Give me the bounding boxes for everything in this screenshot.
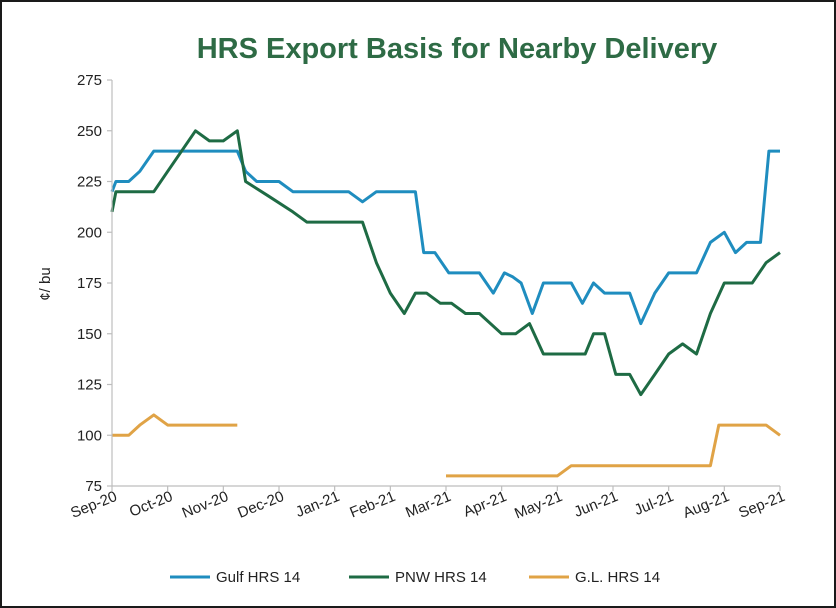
x-tick-label: Jun-21 — [572, 488, 621, 521]
x-tick-label: Jan-21 — [293, 488, 342, 521]
plot-area — [110, 129, 781, 478]
x-tick-label: May-21 — [512, 488, 565, 523]
x-tick-label: Dec-20 — [235, 488, 286, 522]
x-tick-label: Apr-21 — [461, 488, 509, 521]
x-tick-label: Aug-21 — [681, 488, 732, 522]
y-tick-label: 150 — [77, 326, 102, 343]
y-tick-label: 225 — [77, 174, 102, 191]
y-tick-label: 200 — [77, 224, 102, 241]
y-tick-label: 175 — [77, 275, 102, 292]
chart-title: HRS Export Basis for Nearby Delivery — [197, 33, 718, 65]
y-axis-label: ¢/ bu — [37, 267, 54, 300]
x-tick-label: Feb-21 — [347, 488, 397, 522]
x-tick-label: Oct-20 — [127, 488, 175, 521]
legend-label: PNW HRS 14 — [395, 569, 487, 586]
y-tick-label: 125 — [77, 377, 102, 394]
x-tick-label: Jul-21 — [632, 488, 676, 519]
y-tick-label: 275 — [77, 72, 102, 89]
x-tick-label: Nov-20 — [180, 488, 231, 522]
legend-label: Gulf HRS 14 — [216, 569, 300, 586]
series-line-g-l-hrs-14 — [112, 413, 238, 437]
legend: Gulf HRS 14 PNW HRS 14 G.L. HRS 14 — [170, 569, 660, 586]
x-tick-label: Sep-21 — [736, 488, 787, 522]
y-tick-label: 100 — [77, 427, 102, 444]
series-line-pnw-hrs-14 — [110, 129, 781, 397]
y-tick-label: 75 — [85, 478, 102, 495]
legend-label: G.L. HRS 14 — [575, 569, 660, 586]
series-line-gulf-hrs-14 — [110, 149, 780, 326]
y-tick-label: 250 — [77, 123, 102, 140]
series-line-g-l-hrs-14 — [446, 423, 781, 478]
x-tick-label: Mar-21 — [403, 488, 453, 522]
